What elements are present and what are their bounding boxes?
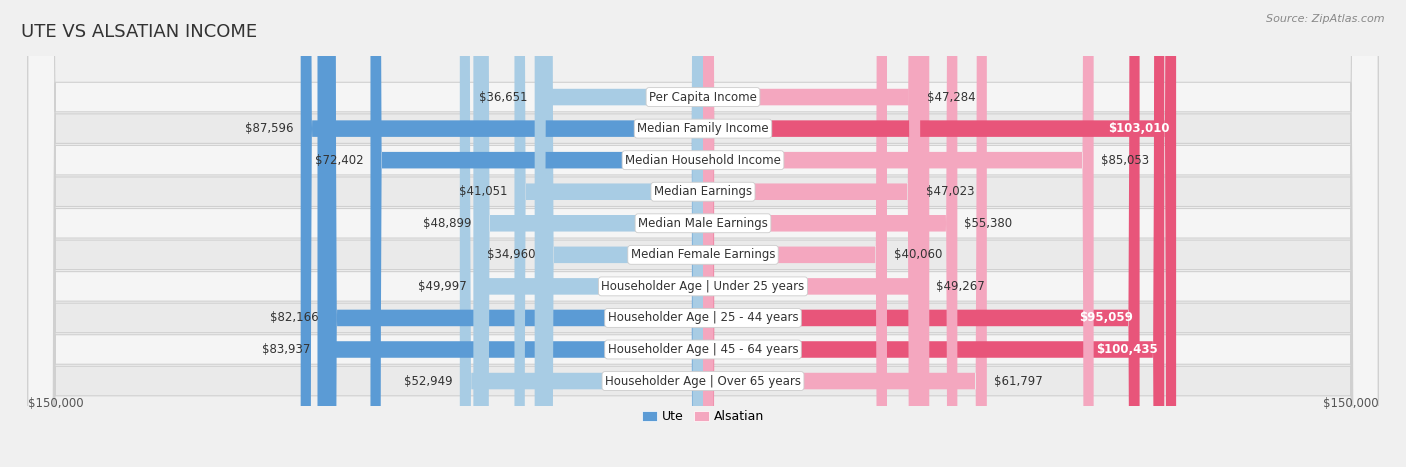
Text: $55,380: $55,380 — [965, 217, 1012, 230]
Text: Median Female Earnings: Median Female Earnings — [631, 248, 775, 262]
FancyBboxPatch shape — [28, 0, 1378, 467]
Text: $61,797: $61,797 — [994, 375, 1042, 388]
FancyBboxPatch shape — [543, 0, 703, 467]
FancyBboxPatch shape — [326, 0, 703, 467]
FancyBboxPatch shape — [703, 0, 987, 467]
FancyBboxPatch shape — [703, 0, 957, 467]
FancyBboxPatch shape — [301, 0, 703, 467]
FancyBboxPatch shape — [703, 0, 887, 467]
FancyBboxPatch shape — [28, 0, 1378, 467]
FancyBboxPatch shape — [318, 0, 703, 467]
FancyBboxPatch shape — [703, 0, 1140, 467]
FancyBboxPatch shape — [703, 0, 920, 467]
FancyBboxPatch shape — [28, 0, 1378, 467]
Text: Median Male Earnings: Median Male Earnings — [638, 217, 768, 230]
FancyBboxPatch shape — [460, 0, 703, 467]
Text: $48,899: $48,899 — [423, 217, 471, 230]
Text: Median Earnings: Median Earnings — [654, 185, 752, 198]
Text: Source: ZipAtlas.com: Source: ZipAtlas.com — [1267, 14, 1385, 24]
FancyBboxPatch shape — [703, 0, 929, 467]
Text: $34,960: $34,960 — [486, 248, 536, 262]
Text: Median Household Income: Median Household Income — [626, 154, 780, 167]
Text: $85,053: $85,053 — [1101, 154, 1149, 167]
Text: $52,949: $52,949 — [405, 375, 453, 388]
Text: $40,060: $40,060 — [894, 248, 942, 262]
FancyBboxPatch shape — [478, 0, 703, 467]
Text: Householder Age | 45 - 64 years: Householder Age | 45 - 64 years — [607, 343, 799, 356]
Text: $95,059: $95,059 — [1078, 311, 1133, 325]
Text: $47,023: $47,023 — [927, 185, 974, 198]
FancyBboxPatch shape — [28, 0, 1378, 467]
FancyBboxPatch shape — [703, 0, 1094, 467]
Text: $150,000: $150,000 — [1323, 397, 1378, 410]
FancyBboxPatch shape — [703, 0, 1164, 467]
FancyBboxPatch shape — [703, 0, 1175, 467]
FancyBboxPatch shape — [28, 0, 1378, 467]
FancyBboxPatch shape — [515, 0, 703, 467]
Text: $41,051: $41,051 — [460, 185, 508, 198]
Legend: Ute, Alsatian: Ute, Alsatian — [637, 405, 769, 428]
Text: $103,010: $103,010 — [1108, 122, 1170, 135]
Text: UTE VS ALSATIAN INCOME: UTE VS ALSATIAN INCOME — [21, 23, 257, 42]
Text: $82,166: $82,166 — [270, 311, 319, 325]
FancyBboxPatch shape — [28, 0, 1378, 467]
Text: Householder Age | Under 25 years: Householder Age | Under 25 years — [602, 280, 804, 293]
FancyBboxPatch shape — [28, 0, 1378, 467]
FancyBboxPatch shape — [534, 0, 703, 467]
Text: $49,267: $49,267 — [936, 280, 986, 293]
Text: Median Family Income: Median Family Income — [637, 122, 769, 135]
FancyBboxPatch shape — [28, 0, 1378, 467]
FancyBboxPatch shape — [28, 0, 1378, 467]
Text: Householder Age | Over 65 years: Householder Age | Over 65 years — [605, 375, 801, 388]
Text: $87,596: $87,596 — [245, 122, 294, 135]
Text: $72,402: $72,402 — [315, 154, 364, 167]
Text: $150,000: $150,000 — [28, 397, 83, 410]
Text: Per Capita Income: Per Capita Income — [650, 91, 756, 104]
Text: $36,651: $36,651 — [479, 91, 527, 104]
Text: $49,997: $49,997 — [418, 280, 467, 293]
Text: Householder Age | 25 - 44 years: Householder Age | 25 - 44 years — [607, 311, 799, 325]
FancyBboxPatch shape — [370, 0, 703, 467]
Text: $100,435: $100,435 — [1095, 343, 1157, 356]
Text: $83,937: $83,937 — [262, 343, 311, 356]
Text: $47,284: $47,284 — [927, 91, 976, 104]
FancyBboxPatch shape — [703, 0, 920, 467]
FancyBboxPatch shape — [474, 0, 703, 467]
FancyBboxPatch shape — [28, 0, 1378, 467]
